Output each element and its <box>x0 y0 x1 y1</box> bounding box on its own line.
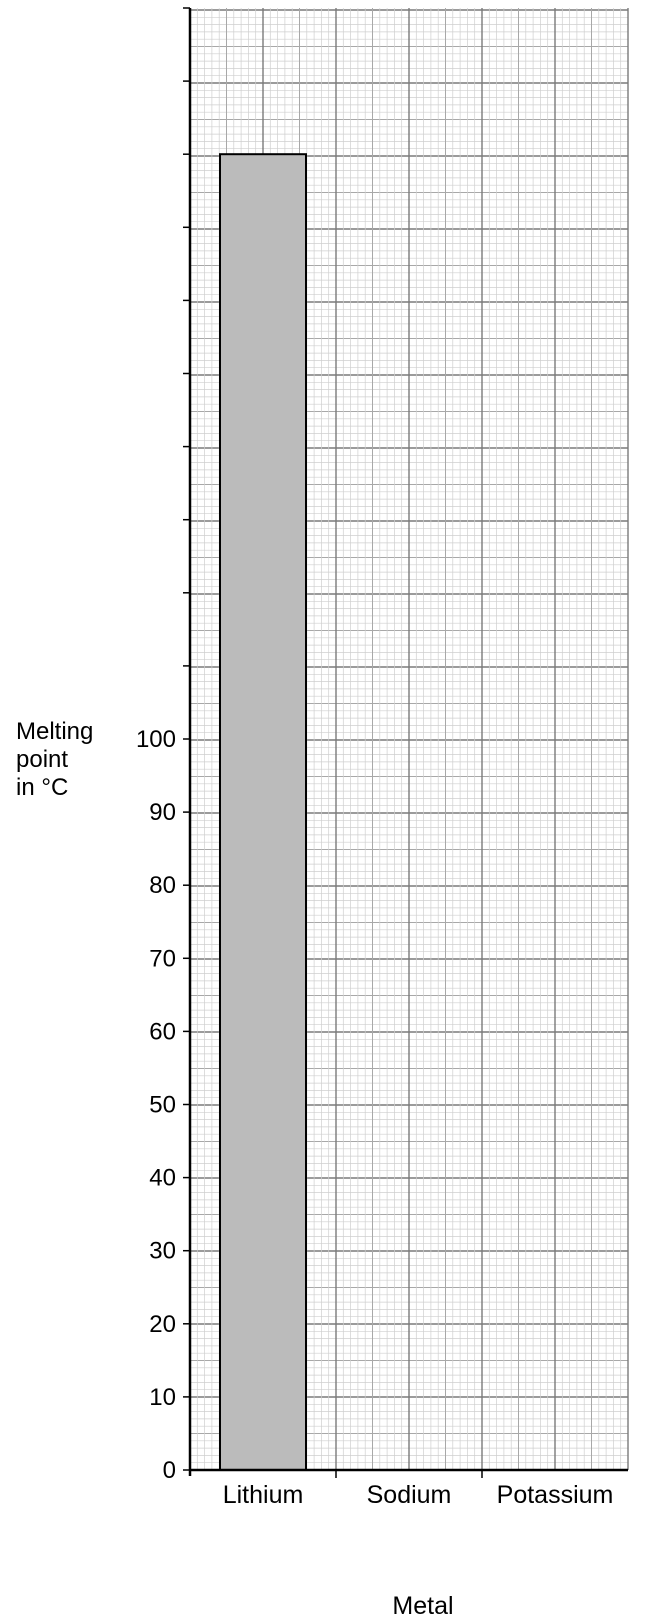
x-tick-label: Sodium <box>367 1481 452 1509</box>
y-tick-label: 100 <box>136 726 176 753</box>
x-axis-label: Metal <box>392 1592 453 1620</box>
y-tick-label: 70 <box>149 945 176 972</box>
axes <box>188 8 628 1478</box>
y-tick-label: 10 <box>149 1384 176 1411</box>
x-tick-labels: Lithium Sodium Potassium <box>223 1481 614 1509</box>
x-tick-label: Potassium <box>497 1481 614 1509</box>
y-tick-label: 60 <box>149 1018 176 1045</box>
y-axis-label-line-1: Melting <box>16 718 94 745</box>
y-tick-label: 80 <box>149 872 176 899</box>
bars <box>219 153 307 1472</box>
x-tick-label: Lithium <box>223 1481 304 1509</box>
y-tick-label: 30 <box>149 1238 176 1265</box>
bar-lithium <box>219 153 307 1472</box>
y-tick-label: 90 <box>149 799 176 826</box>
y-ticks: 0 10 20 30 40 50 60 70 80 90 100 <box>136 7 190 1484</box>
y-tick-label: 40 <box>149 1165 176 1192</box>
y-axis-label-line-3: in °C <box>16 774 69 801</box>
y-axis-label: Melting point in °C <box>16 718 126 802</box>
y-tick-label: 50 <box>149 1092 176 1119</box>
y-axis-label-line-2: point <box>16 746 69 773</box>
y-tick-label: 0 <box>163 1457 176 1484</box>
y-tick-label: 20 <box>149 1311 176 1338</box>
